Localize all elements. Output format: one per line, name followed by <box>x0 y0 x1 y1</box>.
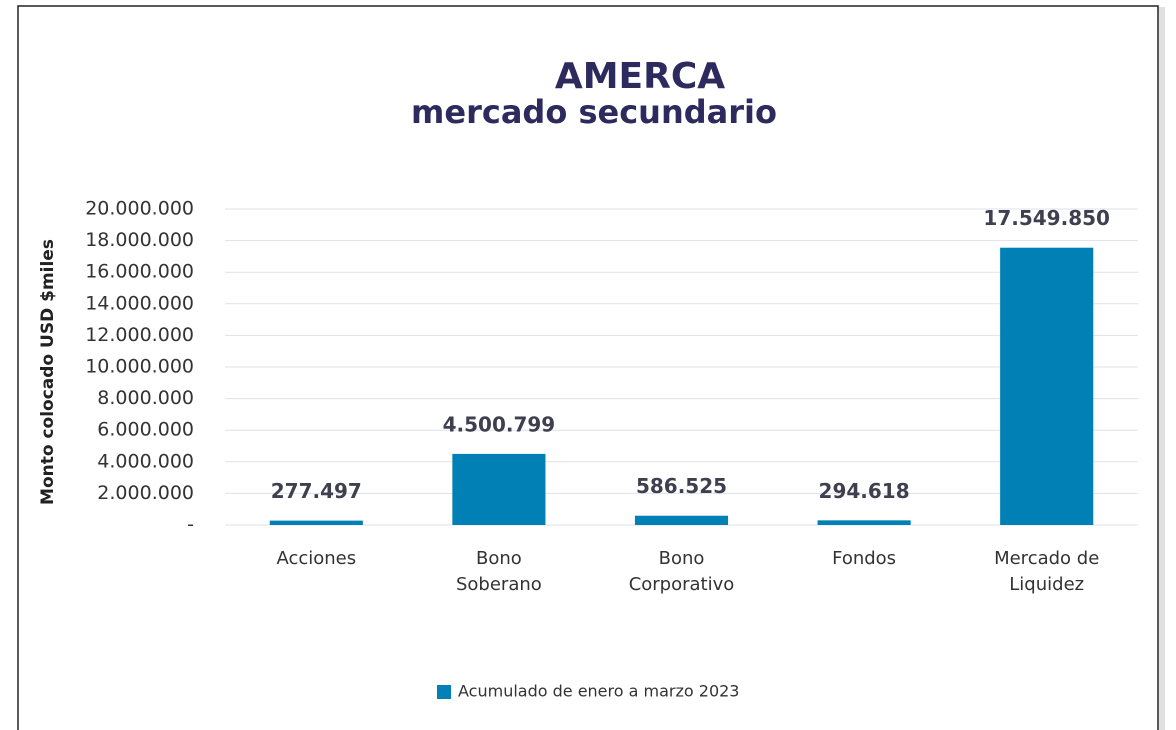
legend-label: Acumulado de enero a marzo 2023 <box>458 682 739 701</box>
bar <box>817 520 911 525</box>
frame <box>17 5 1159 730</box>
bar <box>634 515 729 525</box>
x-tick-label: Acciones <box>276 548 357 569</box>
bar <box>269 520 363 525</box>
bar <box>1000 247 1094 525</box>
x-tick-label: Bono Soberano <box>455 548 542 595</box>
y-tick-label: 14.000.000 <box>85 292 194 314</box>
data-label: 4.500.799 <box>443 412 556 436</box>
y-tick-label: 10.000.000 <box>85 356 194 378</box>
data-label: 294.618 <box>819 479 910 503</box>
chart-title: AMERCA <box>555 56 725 97</box>
legend-swatch <box>437 685 451 699</box>
chart-subtitle: mercado secundario <box>411 93 777 131</box>
x-tick-label: Mercado de Liquidez <box>994 548 1100 595</box>
y-tick-label: 12.000.000 <box>85 324 194 346</box>
y-tick-label: 8.000.000 <box>97 387 194 409</box>
y-axis-label: Monto colocado USD $miles <box>38 239 58 505</box>
data-label: 277.497 <box>271 479 362 503</box>
y-tick-label: 6.000.000 <box>97 419 194 441</box>
data-label: 17.549.850 <box>983 206 1110 230</box>
y-tick-label: 4.000.000 <box>97 450 194 472</box>
x-tick-label: Bono Corporativo <box>628 548 735 595</box>
y-tick-label: 20.000.000 <box>85 198 194 220</box>
y-tick-label: - <box>187 514 194 536</box>
bar <box>452 453 546 525</box>
y-tick-label: 2.000.000 <box>97 482 194 504</box>
x-tick-label: Fondos <box>832 548 897 569</box>
y-tick-label: 18.000.000 <box>85 229 194 251</box>
y-tick-label: 16.000.000 <box>85 261 194 283</box>
data-label: 586.525 <box>636 474 727 498</box>
